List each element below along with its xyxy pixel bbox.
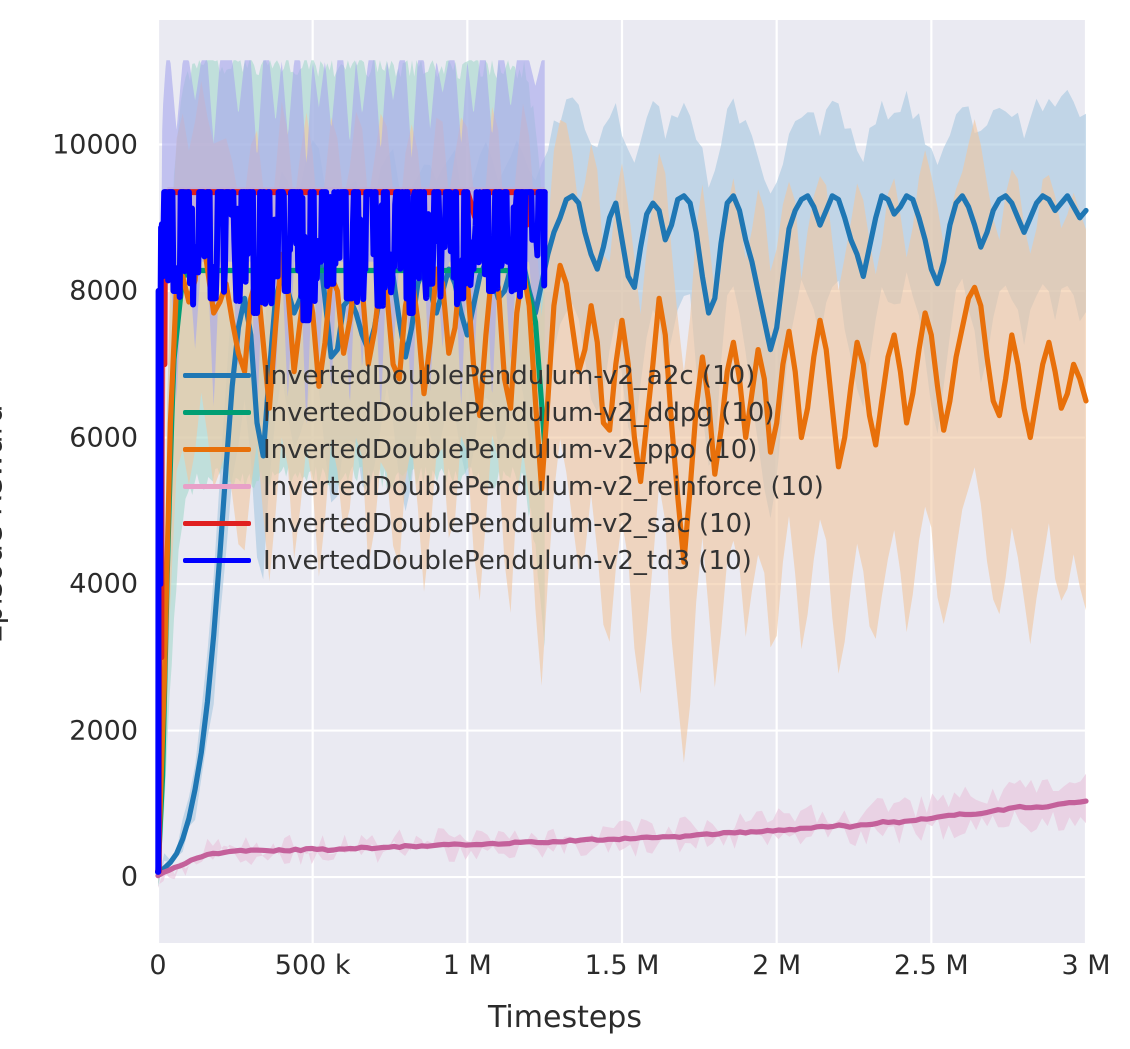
plot-area bbox=[155, 20, 1089, 943]
legend-swatch-icon bbox=[183, 410, 251, 415]
legend-swatch-icon bbox=[183, 484, 251, 489]
x-tick-label: 500 k bbox=[274, 950, 351, 981]
x-tick-label: 2 M bbox=[752, 950, 802, 981]
y-tick-label: 10000 bbox=[52, 129, 138, 161]
legend: InvertedDoublePendulum-v2_a2c (10) Invert… bbox=[183, 357, 824, 579]
legend-item: InvertedDoublePendulum-v2_sac (10) bbox=[183, 505, 824, 542]
legend-swatch-icon bbox=[183, 373, 251, 378]
legend-label: InvertedDoublePendulum-v2_sac (10) bbox=[263, 508, 753, 539]
legend-swatch-icon bbox=[183, 521, 251, 526]
legend-swatch-icon bbox=[183, 447, 251, 452]
legend-item: InvertedDoublePendulum-v2_td3 (10) bbox=[183, 542, 824, 579]
legend-label: InvertedDoublePendulum-v2_td3 (10) bbox=[263, 545, 752, 576]
legend-label: InvertedDoublePendulum-v2_a2c (10) bbox=[263, 360, 756, 391]
legend-item: InvertedDoublePendulum-v2_reinforce (10) bbox=[183, 468, 824, 505]
legend-label: InvertedDoublePendulum-v2_ddpg (10) bbox=[263, 397, 775, 428]
legend-item: InvertedDoublePendulum-v2_ddpg (10) bbox=[183, 394, 824, 431]
y-axis-label: Episode Reward bbox=[0, 404, 10, 644]
y-tick-label: 0 bbox=[120, 861, 138, 893]
y-tick-label: 6000 bbox=[69, 422, 138, 454]
series-lines bbox=[155, 189, 1089, 879]
legend-label: InvertedDoublePendulum-v2_reinforce (10) bbox=[263, 471, 824, 502]
legend-item: InvertedDoublePendulum-v2_ppo (10) bbox=[183, 431, 824, 468]
x-axis-label: Timesteps bbox=[488, 1000, 642, 1035]
y-tick-label: 8000 bbox=[69, 275, 138, 307]
legend-swatch-icon bbox=[183, 558, 251, 563]
y-tick-label: 2000 bbox=[69, 715, 138, 747]
x-tick-label: 0 bbox=[149, 950, 167, 981]
y-tick-label: 4000 bbox=[69, 568, 138, 600]
x-tick-label: 3 M bbox=[1061, 950, 1111, 981]
x-tick-label: 1.5 M bbox=[584, 950, 660, 981]
x-tick-label: 1 M bbox=[442, 950, 492, 981]
x-tick-label: 2.5 M bbox=[893, 950, 969, 981]
legend-label: InvertedDoublePendulum-v2_ppo (10) bbox=[263, 434, 758, 465]
legend-item: InvertedDoublePendulum-v2_a2c (10) bbox=[183, 357, 824, 394]
